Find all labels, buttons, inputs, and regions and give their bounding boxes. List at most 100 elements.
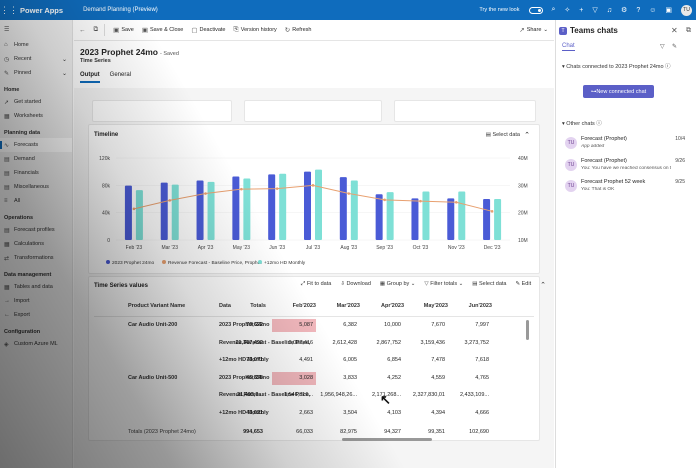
y-tick-label: 0 bbox=[107, 238, 110, 244]
teams-icon[interactable]: ▣ bbox=[665, 7, 672, 14]
sheet-icon: ▦ bbox=[4, 113, 10, 120]
bell-icon[interactable]: ♫ bbox=[606, 6, 613, 14]
y-tick-label: 80k bbox=[102, 183, 111, 189]
sidebar-item-home[interactable]: ⌂ Home bbox=[0, 38, 72, 52]
popout-button[interactable]: ⧉ bbox=[94, 26, 99, 34]
revenue-point bbox=[168, 199, 172, 202]
sidebar-item-tables[interactable]: ▦ Tables and data bbox=[0, 280, 72, 294]
version-history-button[interactable]: ⎘ Version history bbox=[234, 26, 277, 34]
plus-icon[interactable]: + bbox=[579, 6, 584, 14]
horizontal-scrollbar[interactable] bbox=[342, 438, 432, 441]
compose-icon[interactable]: ✎ bbox=[672, 44, 678, 50]
group-by-button[interactable]: ▦ Group by ⌄ bbox=[380, 281, 416, 289]
bar-prophet bbox=[483, 199, 491, 240]
gear-icon[interactable]: ⚙ bbox=[621, 7, 628, 14]
collapse-icon[interactable]: ⌃ bbox=[524, 132, 530, 139]
chat-item[interactable]: TU Forecast Prophet 52 week You: That is… bbox=[565, 178, 685, 198]
bar-hd-monthly bbox=[135, 190, 143, 240]
sidebar-item-import[interactable]: → Import bbox=[0, 294, 72, 308]
tool-label: Edit bbox=[521, 281, 532, 287]
back-button[interactable]: ← bbox=[79, 27, 86, 34]
sidebar-item-get-started[interactable]: ➚ Get started bbox=[0, 95, 72, 109]
filter-icon[interactable]: ▽ bbox=[660, 44, 665, 50]
save-button[interactable]: ▣ Save bbox=[113, 26, 134, 34]
totals-cell: 102,690 bbox=[469, 429, 489, 435]
popout-icon[interactable]: ⧉ bbox=[686, 27, 691, 34]
help-icon[interactable]: ? bbox=[636, 6, 641, 14]
document-icon: ▤ bbox=[4, 184, 10, 191]
sidebar-item-export[interactable]: ← Export bbox=[0, 308, 72, 322]
edit-button[interactable]: ✎ Edit bbox=[516, 281, 532, 289]
tab-general[interactable]: General bbox=[109, 72, 132, 78]
revenue-point bbox=[240, 187, 243, 191]
sidebar-item-forecast-profiles[interactable]: ▤ Forecast profiles bbox=[0, 223, 72, 237]
share-button[interactable]: ↗ Share ⌄ bbox=[519, 26, 548, 34]
connected-chats-header[interactable]: ▾ Chats connected to 2023 Prophet 24mo ⓘ bbox=[562, 62, 671, 70]
legend-marker bbox=[258, 260, 262, 264]
sidebar-item-calculations[interactable]: ▦ Calculations bbox=[0, 237, 72, 251]
legend-marker bbox=[162, 260, 166, 264]
sidebar-item-financials[interactable]: ▤ Financials bbox=[0, 166, 72, 180]
rocket-icon: ➚ bbox=[4, 99, 10, 106]
refresh-label: Refresh bbox=[292, 27, 312, 33]
x-tick-label: Mar '23 bbox=[161, 245, 178, 251]
other-chats-header[interactable]: ▾ Other chats ⓘ bbox=[562, 119, 602, 127]
revenue-point bbox=[383, 198, 386, 202]
sidebar-item-all[interactable]: ≡ All bbox=[0, 194, 72, 208]
sidebar-item-worksheets[interactable]: ▦ Worksheets bbox=[0, 109, 72, 123]
x-tick-label: Feb '23 bbox=[126, 245, 143, 251]
revenue-point bbox=[275, 187, 279, 190]
revenue-point bbox=[419, 199, 422, 203]
download-button[interactable]: ⇩ Download bbox=[340, 281, 371, 289]
sidebar-item-miscellaneous[interactable]: ▤ Miscellaneous bbox=[0, 180, 72, 194]
chat-item[interactable]: TU Forecast (Prophet) App added 10/4 bbox=[565, 135, 685, 155]
app-name[interactable]: Power Apps bbox=[20, 5, 64, 15]
group-icon: ▦ bbox=[379, 281, 387, 287]
y2-tick-label: 10M bbox=[518, 238, 528, 244]
bar-prophet bbox=[124, 185, 132, 240]
fit-to-data-button[interactable]: ⤢ Fit to data bbox=[301, 281, 331, 289]
tool-label: Download bbox=[346, 281, 371, 287]
x-tick-label: Sep '23 bbox=[376, 245, 393, 251]
save-close-button[interactable]: ▣ Save & Close bbox=[142, 26, 183, 34]
page-name[interactable]: Demand Planning (Preview) bbox=[83, 7, 158, 13]
legend-label: 2023 Prophet 24mo bbox=[112, 260, 154, 266]
legend-label: +12mo HD Monthly bbox=[264, 260, 306, 266]
chat-item[interactable]: TU Forecast (Prophet) You: You have we r… bbox=[565, 157, 685, 177]
tab-chat[interactable]: Chat bbox=[562, 43, 575, 51]
close-icon[interactable]: ✕ bbox=[671, 26, 678, 35]
search-icon[interactable]: ⌕ bbox=[551, 6, 556, 13]
deactivate-button[interactable]: ▢ Deactivate bbox=[191, 26, 225, 34]
avatar[interactable]: TU bbox=[681, 4, 692, 16]
column-header: Jun'2023 bbox=[468, 303, 492, 309]
lightbulb-icon[interactable]: ✧ bbox=[564, 7, 571, 14]
select-data-button[interactable]: ▤ Select data bbox=[472, 281, 506, 289]
filter-totals-button[interactable]: ▽ Filter totals ⌄ bbox=[424, 281, 463, 289]
refresh-button[interactable]: ↻ Refresh bbox=[285, 26, 312, 34]
avatar: TU bbox=[565, 180, 577, 192]
table-cell: 4,491 bbox=[299, 357, 313, 363]
new-connected-chat-button[interactable]: ⊶ New connected chat bbox=[583, 85, 654, 98]
bar-hd-monthly bbox=[422, 191, 430, 240]
table-cell[interactable]: 5,087 bbox=[272, 319, 316, 332]
timeline-select-data-button[interactable]: ▤ Select data bbox=[486, 132, 520, 138]
sidebar-item-transformations[interactable]: ⇄ Transformations bbox=[0, 251, 72, 265]
tab-output[interactable]: Output bbox=[80, 72, 100, 83]
sidebar-item-pinned[interactable]: ✎ Pinned ⌄ bbox=[0, 66, 72, 80]
sidebar-group-planning: Planning data bbox=[4, 130, 41, 136]
new-look-toggle[interactable] bbox=[528, 6, 543, 14]
hamburger-menu[interactable]: ☰ bbox=[0, 20, 72, 38]
collapse-icon[interactable]: ⌃ bbox=[540, 282, 546, 289]
transform-icon: ⇄ bbox=[4, 255, 10, 262]
sidebar-item-recent[interactable]: ◷ Recent ⌄ bbox=[0, 52, 72, 66]
sidebar-item-label: Financials bbox=[14, 170, 39, 176]
feedback-icon[interactable]: ☺ bbox=[649, 6, 657, 14]
table-cell: 4,765 bbox=[475, 374, 489, 381]
sidebar-item-forecasts[interactable]: ∿ Forecasts bbox=[0, 138, 72, 152]
vertical-scrollbar[interactable] bbox=[526, 320, 529, 340]
table-cell[interactable]: 3,028 bbox=[272, 371, 316, 385]
sidebar-item-custom-azure[interactable]: ◈ Custom Azure ML bbox=[0, 337, 72, 351]
app-launcher-icon[interactable]: ⋮⋮ bbox=[0, 4, 18, 15]
filter-icon[interactable]: ▽ bbox=[592, 7, 598, 14]
sidebar-item-demand[interactable]: ▤ Demand bbox=[0, 152, 72, 166]
